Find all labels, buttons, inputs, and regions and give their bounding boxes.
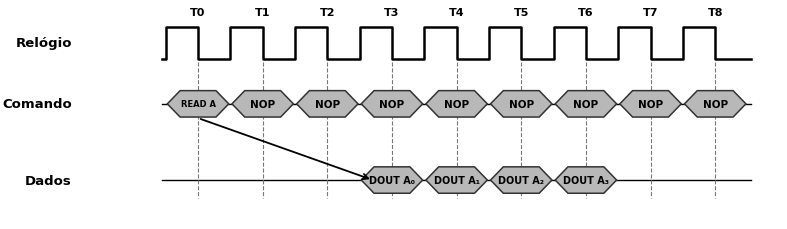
Text: DOUT A₁: DOUT A₁ xyxy=(434,175,479,185)
Text: T3: T3 xyxy=(384,8,400,18)
Text: NOP: NOP xyxy=(315,99,340,109)
Text: Relógio: Relógio xyxy=(16,37,72,50)
Text: T4: T4 xyxy=(449,8,464,18)
Text: NOP: NOP xyxy=(444,99,469,109)
Text: DOUT A₂: DOUT A₂ xyxy=(498,175,545,185)
Text: NOP: NOP xyxy=(574,99,598,109)
Polygon shape xyxy=(490,167,552,194)
Text: T5: T5 xyxy=(514,8,529,18)
Text: NOP: NOP xyxy=(250,99,275,109)
Polygon shape xyxy=(685,91,746,117)
Polygon shape xyxy=(555,91,616,117)
Text: NOP: NOP xyxy=(508,99,534,109)
Text: Dados: Dados xyxy=(25,174,72,187)
Text: T7: T7 xyxy=(643,8,658,18)
Text: T0: T0 xyxy=(190,8,205,18)
Text: T6: T6 xyxy=(578,8,593,18)
Polygon shape xyxy=(426,91,487,117)
Polygon shape xyxy=(361,167,423,194)
Polygon shape xyxy=(426,167,487,194)
Text: NOP: NOP xyxy=(703,99,728,109)
Polygon shape xyxy=(555,167,616,194)
Text: READ A: READ A xyxy=(180,100,216,109)
Text: DOUT A₃: DOUT A₃ xyxy=(563,175,609,185)
Polygon shape xyxy=(297,91,358,117)
Text: NOP: NOP xyxy=(379,99,405,109)
Polygon shape xyxy=(361,91,423,117)
Text: T1: T1 xyxy=(255,8,271,18)
Text: NOP: NOP xyxy=(638,99,663,109)
Polygon shape xyxy=(620,91,682,117)
Text: Comando: Comando xyxy=(2,98,72,111)
Text: T8: T8 xyxy=(708,8,723,18)
Text: DOUT A₀: DOUT A₀ xyxy=(369,175,415,185)
Text: T2: T2 xyxy=(320,8,335,18)
Polygon shape xyxy=(168,91,229,117)
Polygon shape xyxy=(490,91,552,117)
Polygon shape xyxy=(232,91,294,117)
